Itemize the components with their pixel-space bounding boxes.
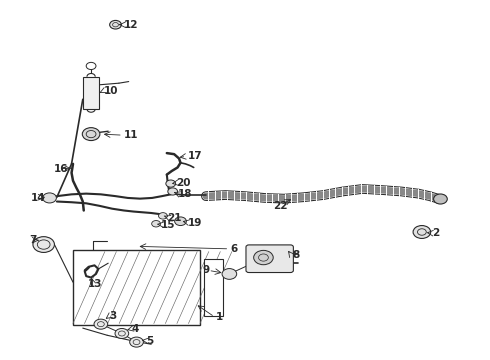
Text: 14: 14 <box>31 193 46 203</box>
Text: 12: 12 <box>124 20 138 30</box>
Text: 22: 22 <box>273 201 288 211</box>
Circle shape <box>222 269 237 279</box>
FancyBboxPatch shape <box>246 245 294 273</box>
Text: 16: 16 <box>53 163 68 174</box>
Text: 6: 6 <box>230 244 238 254</box>
Circle shape <box>110 21 122 29</box>
Text: 4: 4 <box>132 324 139 334</box>
Text: 8: 8 <box>292 249 299 260</box>
Circle shape <box>434 194 447 204</box>
Text: 13: 13 <box>88 279 102 289</box>
Bar <box>83 77 99 109</box>
Text: 10: 10 <box>104 86 119 96</box>
Text: 18: 18 <box>177 189 192 199</box>
Text: 1: 1 <box>216 312 223 322</box>
Text: 19: 19 <box>187 218 202 228</box>
Text: 3: 3 <box>109 311 117 321</box>
Circle shape <box>254 250 273 265</box>
Text: 7: 7 <box>29 235 36 245</box>
Circle shape <box>115 328 129 338</box>
Circle shape <box>166 180 175 187</box>
Bar <box>204 259 222 316</box>
Circle shape <box>152 221 160 227</box>
Text: 17: 17 <box>187 151 202 161</box>
Text: 11: 11 <box>124 130 138 140</box>
Text: 9: 9 <box>202 265 209 275</box>
Text: 5: 5 <box>147 336 153 346</box>
Circle shape <box>33 237 54 252</box>
Circle shape <box>168 188 177 195</box>
Text: 20: 20 <box>176 178 191 188</box>
Circle shape <box>43 193 56 203</box>
Circle shape <box>94 319 108 329</box>
Text: 15: 15 <box>161 220 175 230</box>
Bar <box>73 250 200 325</box>
Circle shape <box>159 213 167 219</box>
Circle shape <box>413 226 431 238</box>
Circle shape <box>174 217 186 226</box>
Circle shape <box>130 337 144 347</box>
Text: 2: 2 <box>432 228 439 238</box>
Circle shape <box>82 128 100 140</box>
Text: 21: 21 <box>167 213 181 222</box>
